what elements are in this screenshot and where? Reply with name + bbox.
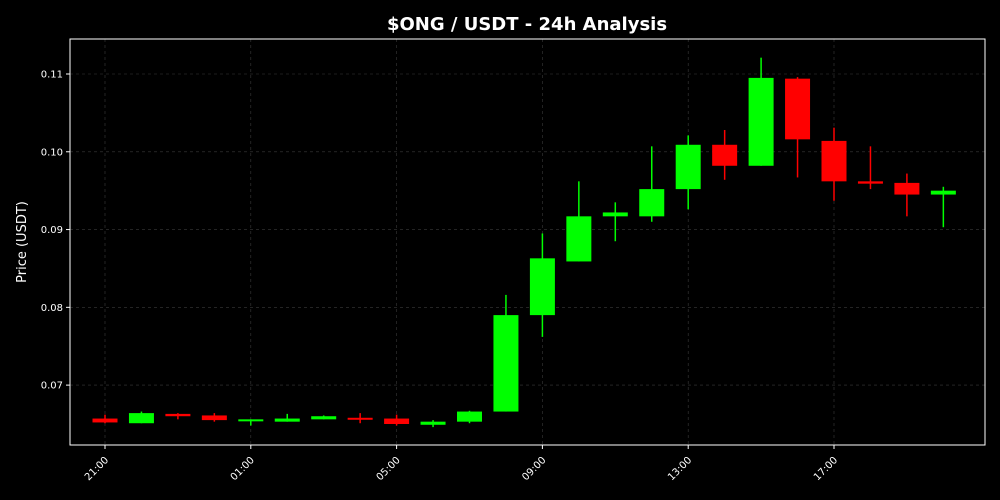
candle <box>894 173 920 217</box>
candle-body <box>712 144 738 166</box>
candle-body <box>384 418 410 424</box>
candle <box>639 146 665 222</box>
candle-body <box>457 411 482 422</box>
candle <box>930 186 956 228</box>
candle <box>712 130 738 180</box>
candle <box>311 415 337 420</box>
y-axis: 0.07 0.08 0.09 0.10 0.11 <box>41 70 70 392</box>
candle-body <box>748 77 774 166</box>
candle-body <box>675 144 701 190</box>
candle-body <box>347 417 373 420</box>
candle <box>274 413 300 422</box>
candle-body <box>201 415 227 421</box>
y-tick-label: 0.11 <box>41 70 63 81</box>
candle <box>238 419 264 426</box>
candle <box>675 135 701 210</box>
candle-body <box>894 182 920 195</box>
candle-body <box>420 421 446 425</box>
candle <box>566 181 592 262</box>
candle-body <box>128 413 154 424</box>
candle-body <box>238 419 264 422</box>
candle <box>857 146 883 190</box>
candle <box>165 413 191 420</box>
plot-frame <box>69 38 986 446</box>
candle <box>493 294 519 412</box>
candle-body <box>165 413 191 417</box>
y-axis-label: Price (USDT) <box>15 201 30 283</box>
candle <box>92 414 118 424</box>
candle <box>384 414 410 426</box>
candle-body <box>274 418 300 422</box>
candle-body <box>92 418 118 423</box>
candle <box>529 233 555 337</box>
candle <box>785 77 811 178</box>
y-tick-label: 0.07 <box>41 381 63 392</box>
y-tick-label: 0.10 <box>41 147 63 158</box>
candle-body <box>529 258 555 316</box>
y-tick-label: 0.09 <box>41 225 63 236</box>
grid-lines <box>70 39 985 445</box>
candle <box>201 413 227 422</box>
candle-body <box>639 189 665 217</box>
candle <box>602 202 628 242</box>
candle <box>128 411 154 424</box>
candle-body <box>311 416 337 420</box>
candle-body <box>493 315 519 412</box>
candle <box>748 57 774 166</box>
candle-body <box>857 181 883 184</box>
candle-body <box>821 140 847 182</box>
candle <box>420 420 446 428</box>
chart-title: $ONG / USDT - 24h Analysis <box>387 14 667 35</box>
candle <box>821 127 847 201</box>
candle <box>347 413 373 424</box>
y-tick-label: 0.08 <box>41 303 63 314</box>
candle <box>457 410 482 424</box>
candle-body <box>930 190 956 195</box>
candle-body <box>566 216 592 262</box>
candle-body <box>602 212 628 217</box>
candle-body <box>785 78 811 140</box>
candles-group <box>92 57 956 428</box>
